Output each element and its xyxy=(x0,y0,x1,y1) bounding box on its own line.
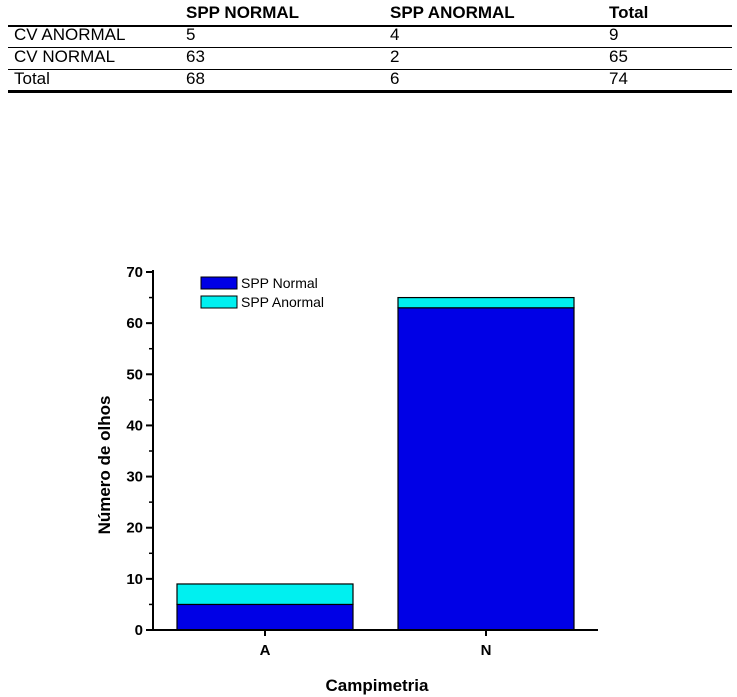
y-tick-label-10: 10 xyxy=(126,571,143,588)
row-label: CV NORMAL xyxy=(14,47,116,66)
x-axis-title: Campimetria xyxy=(326,676,430,695)
legend-label-spp-anormal: SPP Anormal xyxy=(241,294,324,310)
bar-spp-normal-n xyxy=(397,307,575,631)
table-cell: 68 xyxy=(186,69,205,88)
y-axis-title: Número de olhos xyxy=(95,396,114,535)
x-tick-label-n: N xyxy=(481,642,492,659)
legend: SPP Normal SPP Anormal xyxy=(200,275,324,310)
contingency-table: SPP NORMAL SPP ANORMAL Total CV ANORMAL … xyxy=(8,2,732,93)
table-cell: 63 xyxy=(186,47,205,66)
table-row: CV NORMAL 63 2 65 xyxy=(8,46,732,68)
table-cell: 4 xyxy=(390,25,400,44)
y-tick-label-50: 50 xyxy=(126,366,143,383)
y-tick-label-20: 20 xyxy=(126,520,143,537)
legend-label-spp-normal: SPP Normal xyxy=(241,275,318,291)
y-tick-label-40: 40 xyxy=(126,417,143,434)
legend-swatch-spp-normal xyxy=(200,276,238,290)
header-cell: Total xyxy=(609,3,649,22)
row-label: CV ANORMAL xyxy=(14,25,126,44)
legend-swatch-spp-anormal xyxy=(200,295,238,309)
x-tick-label-a: A xyxy=(260,642,271,659)
table-header-row: SPP NORMAL SPP ANORMAL Total xyxy=(8,2,732,24)
bar-spp-anormal-a xyxy=(176,583,354,606)
header-cell: SPP NORMAL xyxy=(186,3,300,22)
row-label: Total xyxy=(14,69,50,88)
table-rule xyxy=(8,69,732,70)
axes-layer: 0 10 20 30 40 50 60 70 A N xyxy=(126,264,598,659)
table-cell: 74 xyxy=(609,69,628,88)
bars-layer xyxy=(176,296,575,631)
bar-spp-anormal-n xyxy=(397,296,575,309)
table-cell: 9 xyxy=(609,25,619,44)
table-row: Total 68 6 74 xyxy=(8,68,732,90)
table-cell: 6 xyxy=(390,69,400,88)
table-cell: 5 xyxy=(186,25,196,44)
table-row: CV ANORMAL 5 4 9 xyxy=(8,24,732,46)
y-tick-label-70: 70 xyxy=(126,264,143,281)
table-cell: 2 xyxy=(390,47,400,66)
table-rule-top xyxy=(8,25,732,27)
bar-spp-normal-a xyxy=(176,603,354,631)
header-cell: SPP ANORMAL xyxy=(390,3,515,22)
y-tick-label-30: 30 xyxy=(126,469,143,486)
table-rule xyxy=(8,47,732,48)
table-cell: 65 xyxy=(609,47,628,66)
table-rule-bottom xyxy=(8,90,732,93)
y-tick-label-60: 60 xyxy=(126,315,143,332)
y-tick-label-0: 0 xyxy=(135,622,143,639)
